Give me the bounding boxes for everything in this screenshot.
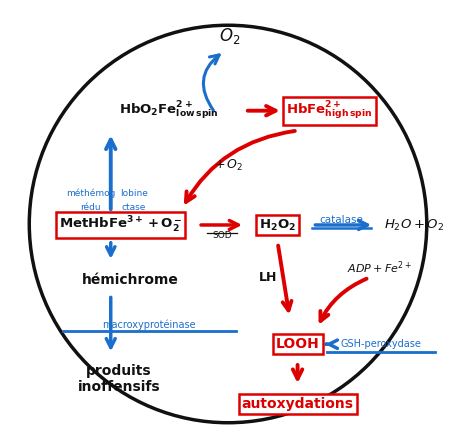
Text: lobine: lobine [119, 189, 147, 198]
Text: LH: LH [258, 271, 276, 284]
Text: rédu: rédu [80, 202, 101, 212]
Text: autoxydations: autoxydations [241, 397, 353, 411]
Text: méthémog: méthémog [66, 188, 115, 198]
Text: $+\,O_2$: $+\,O_2$ [213, 158, 242, 173]
Text: GSH-peroxydase: GSH-peroxydase [340, 339, 420, 349]
Text: catalase: catalase [319, 215, 363, 225]
Text: $\mathbf{H_2O_2}$: $\mathbf{H_2O_2}$ [258, 218, 296, 233]
Text: SOD: SOD [212, 231, 231, 241]
Text: $H_2O + O_2$: $H_2O + O_2$ [383, 218, 443, 233]
Text: LOOH: LOOH [275, 337, 319, 351]
Text: $\mathbf{HbO_2Fe^{2+}_{low\,spin}}$: $\mathbf{HbO_2Fe^{2+}_{low\,spin}}$ [118, 100, 218, 122]
Text: $O_2$: $O_2$ [219, 26, 240, 46]
Text: produits
inoffensifs: produits inoffensifs [77, 364, 160, 394]
Text: macroxyprotéinase: macroxyprotéinase [101, 319, 195, 330]
Text: $\mathbf{HbFe^{2+}_{high\,spin}}$: $\mathbf{HbFe^{2+}_{high\,spin}}$ [285, 100, 372, 122]
Text: ctase: ctase [121, 202, 146, 212]
Text: $\mathbf{MetHbFe^{3+} + O_2^-}$: $\mathbf{MetHbFe^{3+} + O_2^-}$ [59, 215, 182, 235]
Text: $ADP + Fe^{2+}$: $ADP + Fe^{2+}$ [346, 260, 411, 276]
Text: hémichrome: hémichrome [82, 272, 179, 287]
